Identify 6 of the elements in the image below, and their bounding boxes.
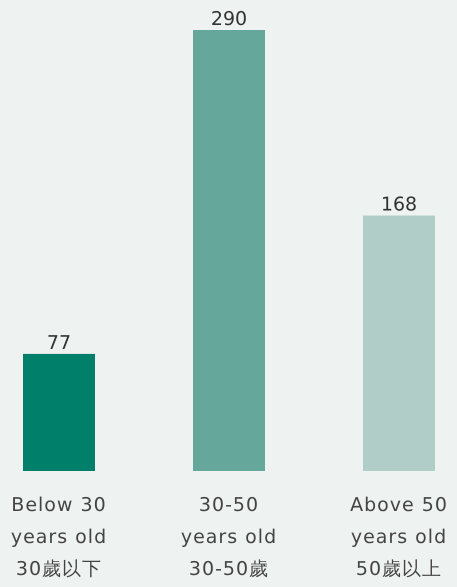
data-label: 77 (46, 332, 72, 354)
x-tick-label: Below 30 years old 30歲以下 (10, 494, 108, 580)
data-label: 290 (210, 8, 248, 30)
x-tick-label: Above 50 years old 50歲以上 (350, 494, 448, 580)
data-label: 168 (380, 194, 418, 216)
x-tick-label: 30-50 years old 30-50歲 (180, 494, 278, 580)
